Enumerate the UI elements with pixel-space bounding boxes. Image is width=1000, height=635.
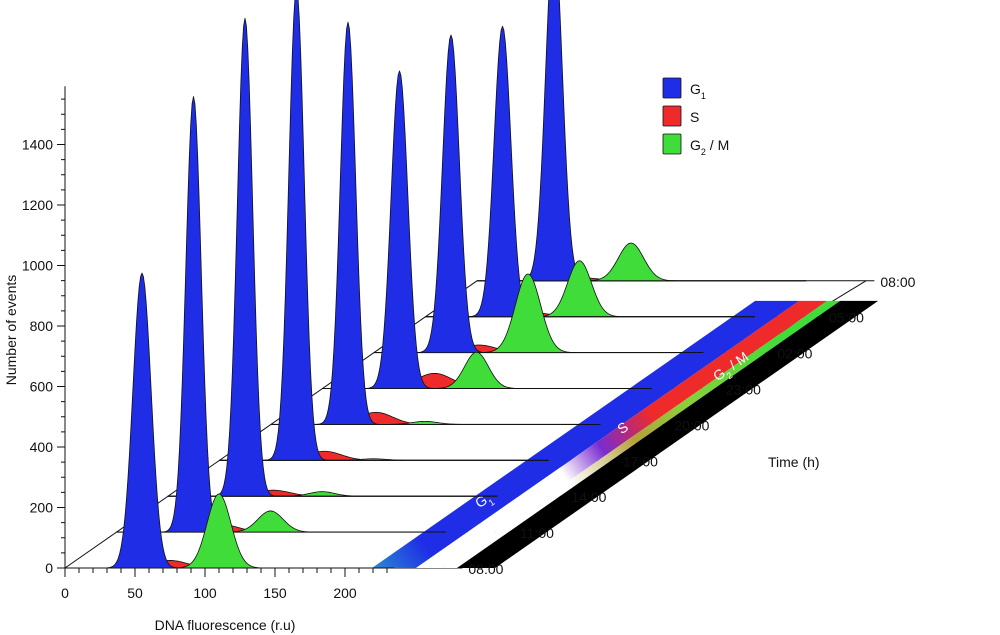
x-axis-title: DNA fluorescence (r.u) <box>155 617 296 633</box>
peak-G2M-0 <box>64 493 395 569</box>
y-axis-title: Number of events <box>3 275 19 386</box>
time-label-0: 08:00 <box>468 561 503 577</box>
y-tick-label-1000: 1000 <box>22 258 53 274</box>
time-label-5: 23:00 <box>726 382 761 398</box>
time-slice-3 <box>219 0 549 461</box>
time-slice-2 <box>167 17 498 497</box>
legend-swatch-S <box>662 105 682 127</box>
peak-G2M-7 <box>425 260 755 318</box>
time-slice-5 <box>322 70 652 389</box>
time-slice-8 <box>476 0 807 282</box>
peak-G1-5 <box>322 70 652 389</box>
band-G2M <box>444 300 841 568</box>
y-tick-label-1200: 1200 <box>22 197 53 213</box>
x-tick-label-0: 0 <box>61 585 69 601</box>
band-band_black <box>457 300 879 568</box>
time-label-8: 08:00 <box>880 274 915 290</box>
time-slice-6 <box>373 34 704 353</box>
peak-G1-1 <box>116 96 446 533</box>
time-axis-title: Time (h) <box>768 454 820 470</box>
time-label-2: 14:00 <box>571 489 606 505</box>
peak-G2M-1 <box>116 510 446 533</box>
peak-G1-8 <box>476 0 807 282</box>
x-tick-label-150: 150 <box>263 585 287 601</box>
legend: G1 S G2 / M <box>662 77 729 157</box>
band-S <box>416 300 828 568</box>
y-tick-label-600: 600 <box>30 379 54 395</box>
time-slice-0 <box>64 272 395 569</box>
time-label-4: 20:00 <box>674 417 709 433</box>
y-tick-label-800: 800 <box>30 318 54 334</box>
peak-G2M-6 <box>373 273 704 353</box>
distribution-peaks <box>64 0 807 569</box>
peak-G1-4 <box>270 21 601 425</box>
time-slice-4 <box>270 21 601 425</box>
legend-label-G1: G1 <box>690 81 706 101</box>
legend-swatch-G2M <box>662 133 682 155</box>
time-label-1: 11:00 <box>520 525 554 541</box>
peak-G1-2 <box>167 17 498 497</box>
y-tick-label-400: 400 <box>30 439 54 455</box>
y-tick-label-1400: 1400 <box>22 137 53 153</box>
peak-G1-7 <box>425 25 755 318</box>
x-tick-label-200: 200 <box>333 585 357 601</box>
time-label-7: 05:00 <box>829 310 864 326</box>
time-label-3: 17:00 <box>623 453 658 469</box>
x-tick-label-100: 100 <box>193 585 217 601</box>
x-tick-label-50: 50 <box>127 585 143 601</box>
time-slice-1 <box>116 96 446 533</box>
legend-swatch-G1 <box>662 77 682 99</box>
peak-G2M-5 <box>322 351 652 389</box>
time-slice-7 <box>425 25 755 318</box>
y-tick-label-200: 200 <box>30 500 54 516</box>
time-label-6: 02:00 <box>777 346 812 362</box>
legend-label-G2M: G2 / M <box>690 137 729 157</box>
peak-G1-6 <box>373 34 704 353</box>
band-G1 <box>372 300 800 568</box>
peak-G1-3 <box>219 0 549 461</box>
y-tick-label-0: 0 <box>45 560 53 576</box>
peak-G1-0 <box>64 272 395 569</box>
legend-label-S: S <box>690 109 699 125</box>
